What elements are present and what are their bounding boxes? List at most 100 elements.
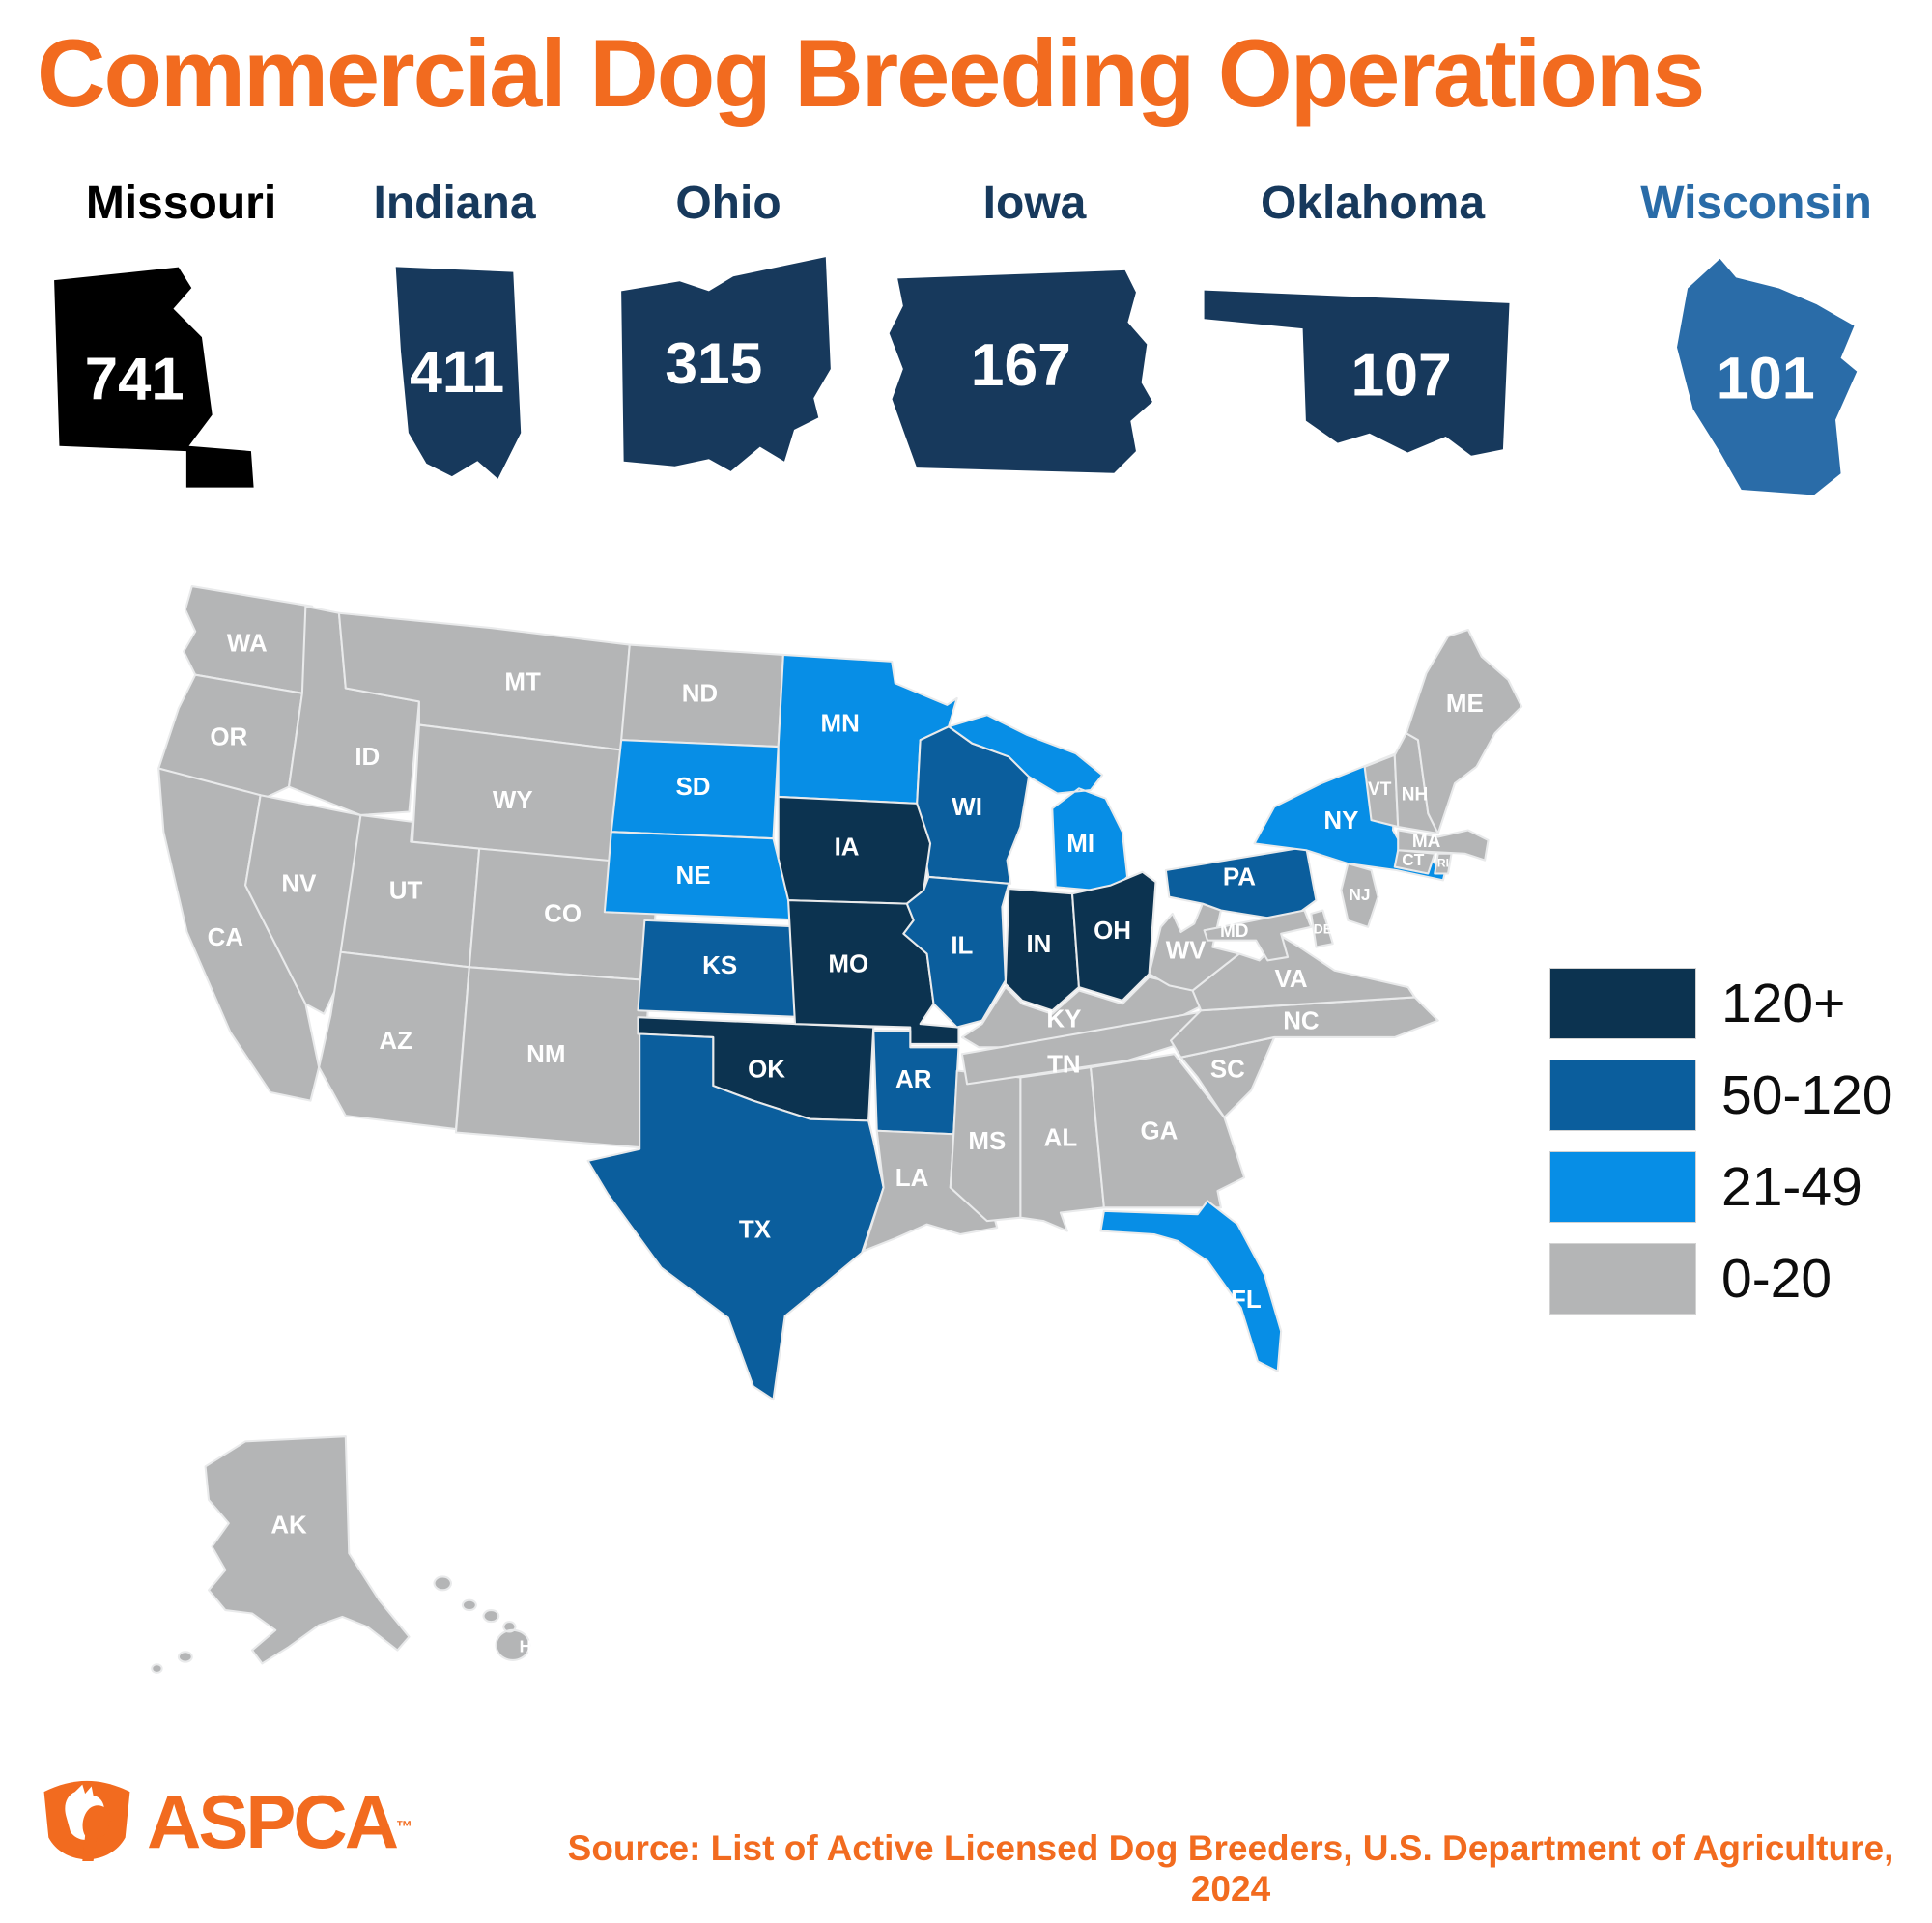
map-label-WV: WV — [1166, 938, 1207, 965]
map-label-MD: MD — [1220, 921, 1249, 942]
page-title: Commercial Dog Breeding Operations — [37, 19, 1705, 127]
map-label-NY: NY — [1323, 807, 1358, 834]
aspca-logo-text: ASPCA — [147, 1779, 399, 1864]
wisconsin-silhouette-icon: 101 — [1676, 258, 1858, 495]
legend-label: 0-20 — [1721, 1248, 1833, 1310]
map-label-AZ: AZ — [379, 1028, 412, 1055]
map-label-WA: WA — [227, 631, 268, 658]
map-label-CA: CA — [208, 924, 244, 951]
map-label-NV: NV — [281, 871, 317, 898]
legend-label: 21-49 — [1721, 1156, 1862, 1218]
map-label-TX: TX — [739, 1216, 772, 1243]
map-label-AL: AL — [1044, 1124, 1078, 1151]
state-GA — [1090, 1053, 1246, 1209]
map-label-ID: ID — [355, 744, 380, 771]
map-label-OH: OH — [1094, 918, 1131, 945]
top-state-name: Missouri — [85, 178, 277, 229]
map-label-MO: MO — [828, 951, 868, 978]
top-state-name: Indiana — [373, 178, 536, 229]
aspca-wordmark: ASPCA™ — [147, 1779, 412, 1864]
map-label-CT: CT — [1402, 850, 1424, 869]
map-label-VA: VA — [1274, 966, 1307, 993]
map-label-OK: OK — [748, 1056, 785, 1083]
map-label-WY: WY — [493, 787, 533, 814]
top-state-name: Wisconsin — [1640, 178, 1872, 229]
top-state-value: 315 — [665, 330, 762, 396]
map-label-FL: FL — [1231, 1287, 1262, 1314]
map-label-MN: MN — [821, 711, 860, 738]
us-choropleth-map: WA OR CA NV ID MT WY UT CO AZ NM ND SD NE KS OK TX MN IA MO… — [92, 526, 1695, 1739]
map-label-HI: HI — [520, 1636, 536, 1655]
top-state-missouri: Missouri 741 — [39, 176, 324, 512]
state-MD — [1203, 909, 1313, 962]
aspca-logo: ASPCA™ — [37, 1779, 412, 1877]
legend-label: 120+ — [1721, 973, 1846, 1034]
map-label-AK: AK — [270, 1513, 307, 1540]
map-label-NJ: NJ — [1349, 885, 1370, 904]
map-legend: 120+ 50-120 21-49 0-20 — [1549, 968, 1893, 1335]
state-MA — [1397, 829, 1490, 862]
state-IL — [902, 875, 1010, 1029]
legend-swatch-21-49 — [1549, 1151, 1696, 1223]
map-label-VT: VT — [1368, 779, 1392, 800]
top-state-wisconsin: Wisconsin 101 — [1625, 176, 1888, 514]
legend-label: 50-120 — [1721, 1064, 1893, 1126]
map-label-LA: LA — [895, 1165, 929, 1192]
state-NJ — [1340, 863, 1379, 928]
top-state-value: 101 — [1717, 345, 1815, 410]
map-label-SC: SC — [1210, 1056, 1245, 1083]
top-state-value: 741 — [85, 346, 185, 412]
map-label-GA: GA — [1140, 1117, 1178, 1145]
map-label-SD: SD — [675, 774, 710, 801]
us-map-svg: WA OR CA NV ID MT WY UT CO AZ NM ND SD NE KS OK TX MN IA MO… — [151, 585, 1523, 1674]
state-AK — [151, 1435, 411, 1674]
map-label-IL: IL — [951, 932, 973, 959]
legend-row: 50-120 — [1549, 1060, 1893, 1131]
top-state-name: Iowa — [982, 178, 1087, 229]
map-label-KY: KY — [1046, 1006, 1081, 1033]
iowa-silhouette-icon: 167 — [889, 269, 1152, 473]
top-state-indiana: Indiana 411 — [365, 176, 544, 508]
source-attribution: Source: List of Active Licensed Dog Bree… — [567, 1828, 1894, 1909]
top-state-name: Oklahoma — [1260, 178, 1486, 229]
top-state-name: Ohio — [675, 178, 781, 229]
aspca-shield-icon — [43, 1780, 130, 1862]
state-VA — [1191, 936, 1416, 1012]
missouri-silhouette-icon: 741 — [54, 267, 254, 488]
map-label-NE: NE — [675, 863, 710, 890]
state-MI — [948, 714, 1129, 893]
map-label-TN: TN — [1047, 1051, 1081, 1078]
map-label-IA: IA — [835, 834, 860, 861]
legend-row: 21-49 — [1549, 1151, 1893, 1223]
top-state-ohio: Ohio 315 — [607, 176, 850, 493]
map-label-PA: PA — [1223, 864, 1256, 891]
map-label-AR: AR — [895, 1066, 932, 1093]
map-label-NC: NC — [1283, 1007, 1320, 1034]
map-label-IN: IN — [1026, 931, 1051, 958]
map-label-NH: NH — [1402, 784, 1428, 805]
map-label-MT: MT — [504, 668, 541, 695]
state-TX — [586, 1032, 885, 1401]
top-state-value: 411 — [410, 339, 504, 405]
top-state-value: 107 — [1350, 341, 1451, 409]
map-label-MI: MI — [1066, 831, 1094, 858]
map-label-UT: UT — [389, 877, 423, 904]
top-state-value: 167 — [971, 332, 1071, 399]
legend-swatch-0-20 — [1549, 1243, 1696, 1315]
legend-swatch-50-120 — [1549, 1060, 1696, 1131]
map-label-MS: MS — [968, 1128, 1006, 1155]
oklahoma-silhouette-icon: 107 — [1204, 290, 1510, 456]
state-NC — [1170, 996, 1439, 1059]
state-FL — [1099, 1200, 1283, 1372]
map-label-WI: WI — [952, 794, 982, 821]
map-label-KS: KS — [702, 952, 737, 979]
map-label-RI: RI — [1437, 857, 1449, 870]
state-ME — [1405, 628, 1523, 835]
map-label-ND: ND — [682, 680, 718, 707]
map-label-NM: NM — [526, 1041, 565, 1068]
state-DE — [1310, 909, 1334, 948]
state-OH — [1070, 870, 1157, 1002]
state-HI — [433, 1575, 531, 1661]
legend-row: 0-20 — [1549, 1243, 1893, 1315]
